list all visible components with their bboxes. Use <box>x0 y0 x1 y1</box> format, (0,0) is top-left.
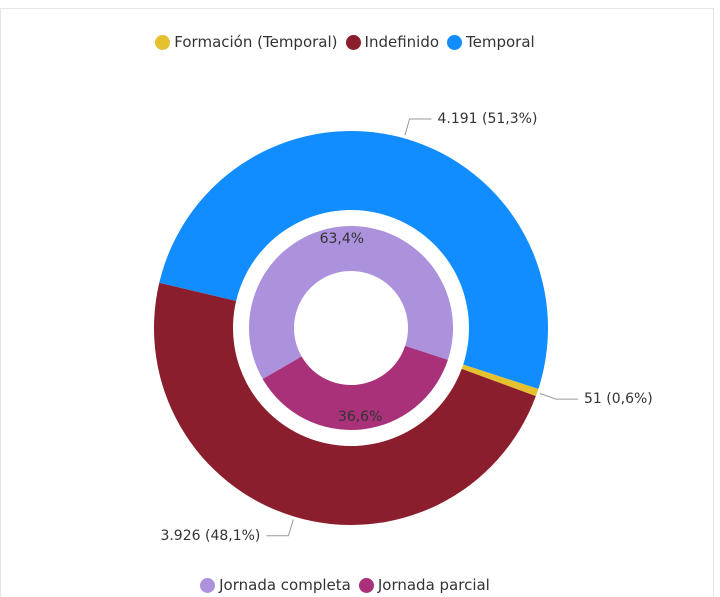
legend-item[interactable]: Temporal <box>447 33 535 51</box>
legend-marker <box>345 34 361 50</box>
donut-slice <box>248 225 454 379</box>
leader-line <box>266 519 294 537</box>
legend-item[interactable]: Jornada parcial <box>358 576 490 594</box>
donut-slice <box>154 282 536 525</box>
legend-item[interactable]: Jornada completa <box>200 576 351 594</box>
donut-slice <box>262 345 448 430</box>
legend-label: Jornada parcial <box>377 576 490 594</box>
legend-item[interactable]: Formación (Temporal) <box>155 33 338 51</box>
leader-line <box>404 118 432 136</box>
leader-line <box>539 393 579 400</box>
legend: Jornada completa Jornada parcial <box>0 576 690 594</box>
data-label: 63,4% <box>320 231 364 247</box>
frame <box>0 8 714 597</box>
legend-marker <box>155 34 171 50</box>
legend: Formación (Temporal) Indefinido Temporal <box>0 33 690 51</box>
data-label: 36,6% <box>338 409 382 425</box>
legend-label: Indefinido <box>364 33 440 51</box>
data-label: 4.191 (51,3%) <box>438 111 538 127</box>
legend-label: Temporal <box>466 33 535 51</box>
legend-item[interactable]: Indefinido <box>345 33 440 51</box>
data-label: 3.926 (48,1%) <box>160 528 260 544</box>
legend-label: Formación (Temporal) <box>174 33 338 51</box>
legend-marker <box>447 34 463 50</box>
data-label: 51 (0,6%) <box>584 391 653 407</box>
legend-label: Jornada completa <box>219 576 351 594</box>
donut-slice <box>461 364 539 397</box>
donut-slice <box>159 130 549 389</box>
legend-marker <box>200 577 216 593</box>
legend-marker <box>358 577 374 593</box>
